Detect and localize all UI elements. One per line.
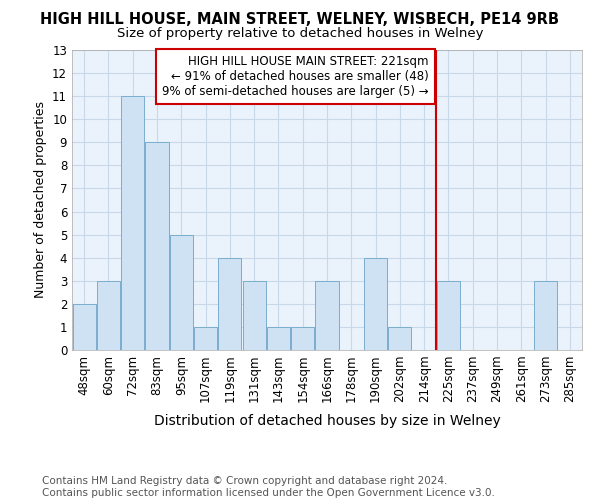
Bar [145, 142, 169, 350]
Bar [73, 304, 95, 350]
Bar [121, 96, 144, 350]
Bar [170, 234, 193, 350]
Bar [364, 258, 387, 350]
Bar [291, 327, 314, 350]
Text: HIGH HILL HOUSE MAIN STREET: 221sqm
← 91% of detached houses are smaller (48)
9%: HIGH HILL HOUSE MAIN STREET: 221sqm ← 91… [163, 54, 429, 98]
Bar [194, 327, 217, 350]
Y-axis label: Number of detached properties: Number of detached properties [34, 102, 47, 298]
Bar [437, 281, 460, 350]
Bar [267, 327, 290, 350]
Text: Contains HM Land Registry data © Crown copyright and database right 2024.
Contai: Contains HM Land Registry data © Crown c… [42, 476, 495, 498]
Bar [242, 281, 266, 350]
Bar [316, 281, 338, 350]
Text: HIGH HILL HOUSE, MAIN STREET, WELNEY, WISBECH, PE14 9RB: HIGH HILL HOUSE, MAIN STREET, WELNEY, WI… [41, 12, 560, 28]
X-axis label: Distribution of detached houses by size in Welney: Distribution of detached houses by size … [154, 414, 500, 428]
Bar [534, 281, 557, 350]
Bar [97, 281, 120, 350]
Bar [218, 258, 241, 350]
Bar [388, 327, 412, 350]
Text: Size of property relative to detached houses in Welney: Size of property relative to detached ho… [117, 28, 483, 40]
